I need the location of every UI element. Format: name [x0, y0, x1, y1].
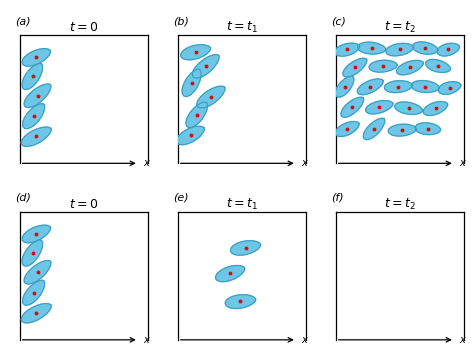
Polygon shape: [22, 63, 43, 90]
Text: $x$: $x$: [301, 335, 309, 345]
Polygon shape: [216, 266, 245, 282]
Text: (b): (b): [173, 16, 189, 26]
Polygon shape: [335, 43, 360, 56]
Text: $x$: $x$: [459, 158, 467, 168]
Text: (c): (c): [331, 16, 346, 26]
Polygon shape: [369, 60, 397, 72]
Polygon shape: [365, 101, 393, 114]
Polygon shape: [23, 104, 45, 129]
Polygon shape: [336, 121, 359, 137]
Text: (d): (d): [15, 193, 30, 203]
Polygon shape: [22, 240, 43, 266]
Polygon shape: [341, 97, 364, 117]
Polygon shape: [24, 261, 51, 284]
Polygon shape: [357, 79, 383, 95]
Title: $t = t_1$: $t = t_1$: [226, 20, 258, 35]
Title: $t = 0$: $t = 0$: [69, 198, 99, 211]
Title: $t = 0$: $t = 0$: [69, 21, 99, 34]
Polygon shape: [364, 118, 385, 139]
Polygon shape: [22, 225, 50, 243]
Polygon shape: [177, 126, 204, 145]
Polygon shape: [181, 45, 210, 60]
Text: $x$: $x$: [143, 158, 151, 168]
Text: (e): (e): [173, 193, 188, 203]
Polygon shape: [22, 48, 50, 66]
Polygon shape: [438, 82, 461, 95]
Polygon shape: [357, 42, 386, 54]
Title: $t = t_1$: $t = t_1$: [226, 197, 258, 212]
Polygon shape: [186, 102, 208, 127]
Text: $x$: $x$: [143, 335, 151, 345]
Polygon shape: [386, 44, 414, 56]
Text: (a): (a): [15, 16, 30, 26]
Polygon shape: [197, 86, 225, 108]
Polygon shape: [343, 58, 367, 77]
Polygon shape: [413, 42, 438, 54]
Polygon shape: [388, 124, 416, 136]
Polygon shape: [395, 102, 423, 114]
Polygon shape: [182, 69, 201, 97]
Polygon shape: [21, 304, 51, 323]
Title: $t = t_2$: $t = t_2$: [384, 20, 416, 35]
Polygon shape: [411, 81, 439, 92]
Polygon shape: [225, 295, 255, 309]
Polygon shape: [423, 102, 447, 115]
Text: $x$: $x$: [459, 335, 467, 345]
Polygon shape: [384, 81, 412, 93]
Polygon shape: [397, 61, 423, 75]
Title: $t = t_2$: $t = t_2$: [384, 197, 416, 212]
Polygon shape: [23, 280, 45, 305]
Polygon shape: [415, 123, 441, 135]
Polygon shape: [21, 127, 51, 147]
Polygon shape: [335, 76, 354, 97]
Text: (f): (f): [331, 193, 343, 203]
Polygon shape: [426, 59, 450, 73]
Polygon shape: [24, 84, 51, 108]
Polygon shape: [230, 241, 261, 255]
Text: $x$: $x$: [301, 158, 309, 168]
Polygon shape: [437, 43, 459, 56]
Polygon shape: [192, 55, 219, 78]
